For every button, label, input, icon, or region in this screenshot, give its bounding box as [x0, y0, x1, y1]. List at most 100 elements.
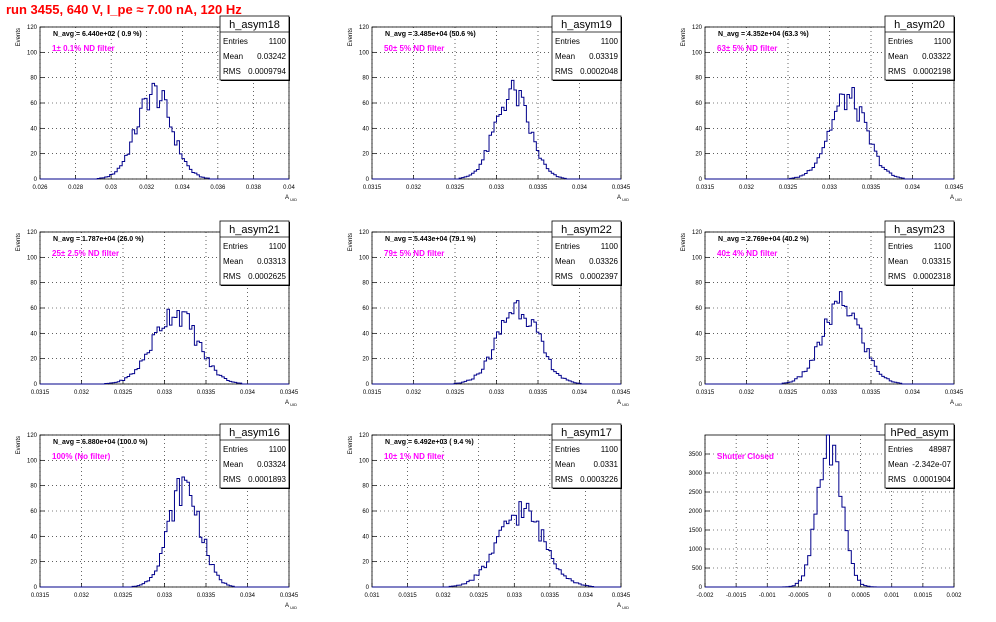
x-tick-label: 0.0005: [851, 593, 870, 599]
x-tick-label: 0.033: [507, 593, 523, 599]
y-tick-label: 0: [699, 382, 703, 388]
y-axis-title: Events: [348, 233, 354, 251]
stats-value: 1100: [601, 37, 619, 46]
y-tick-label: 80: [362, 76, 369, 82]
x-tick-label: 0.033: [822, 390, 838, 396]
stats-label: Mean: [888, 257, 908, 266]
y-tick-label: 60: [362, 101, 369, 107]
stats-value: 0.03315: [922, 257, 951, 266]
stats-label: RMS: [888, 272, 906, 281]
x-tick-label: 0.034: [240, 593, 256, 599]
stats-box: [219, 15, 290, 81]
x-tick-label: 0.034: [175, 185, 191, 191]
stats-box: [219, 220, 290, 286]
y-tick-label: 1000: [689, 547, 703, 553]
y-tick-label: 20: [362, 357, 369, 363]
y-tick-label: 80: [30, 281, 37, 287]
x-tick-label: 0.032: [436, 593, 452, 599]
x-tick-label: 0.0325: [114, 593, 133, 599]
x-tick-label: 0.0325: [470, 593, 489, 599]
y-axis-title: Events: [348, 28, 354, 46]
stats-value: 1100: [269, 242, 287, 251]
filter-annotation: 79± 5% ND filter: [384, 249, 444, 258]
stats-box-title: h_asym21: [229, 224, 280, 236]
histogram-panel-h_asym18: 0.026 0.028 0.03 0.032 0.034 0.036 0.038 0.04 0 2…: [16, 15, 297, 202]
stats-label: RMS: [555, 67, 573, 76]
y-tick-label: 3500: [689, 452, 703, 458]
stats-value: 1100: [601, 445, 619, 454]
y-tick-label: 40: [30, 126, 37, 132]
stats-value: 1100: [934, 242, 952, 251]
x-tick-label: 0.0015: [914, 593, 933, 599]
stats-box: [551, 15, 622, 81]
stats-value: 0.0002048: [580, 67, 618, 76]
stats-value: 0.03322: [922, 52, 951, 61]
y-tick-label: 60: [362, 306, 369, 312]
y-tick-label: 80: [362, 281, 369, 287]
x-tick-label: 0.034: [572, 185, 588, 191]
y-tick-label: 80: [30, 484, 37, 490]
x-tick-label: -0.0005: [788, 593, 809, 599]
x-tick-label: 0.0315: [363, 185, 382, 191]
stats-value: 0.0331: [594, 460, 619, 469]
stats-value: 0.03326: [589, 257, 618, 266]
x-tick-label: 0.0335: [541, 593, 560, 599]
y-tick-label: 100: [692, 50, 703, 56]
stats-label: Mean: [555, 52, 575, 61]
y-tick-label: 120: [359, 25, 370, 31]
stats-value: 0.03313: [257, 257, 286, 266]
x-tick-label: 0.033: [157, 593, 173, 599]
y-tick-label: 100: [359, 255, 370, 261]
stats-value: 0.03324: [257, 460, 286, 469]
plot-frame: [39, 434, 290, 588]
stats-label: Entries: [555, 445, 580, 454]
x-tick-label: 0.034: [578, 593, 594, 599]
y-tick-label: 40: [362, 126, 369, 132]
y-tick-label: 60: [30, 101, 37, 107]
histogram-panel-h_asym22: 0.0315 0.032 0.0325 0.033 0.0335 0.034 0.0345 0…: [348, 220, 631, 407]
stats-label: Entries: [888, 242, 913, 251]
y-tick-label: 120: [692, 25, 703, 31]
y-tick-label: 1500: [689, 528, 703, 534]
y-tick-label: 40: [30, 534, 37, 540]
x-tick-label: 0.036: [210, 185, 226, 191]
x-axis-title: A UID: [950, 195, 962, 202]
y-tick-label: 60: [695, 101, 702, 107]
stats-label: RMS: [223, 272, 241, 281]
histogram-series: [705, 291, 954, 385]
x-axis-title: A UID: [950, 400, 962, 407]
x-tick-label: 0.032: [74, 593, 90, 599]
navg-label: N_avg = 5.443e+04 (79.1 %): [385, 236, 476, 243]
stats-label: Entries: [555, 37, 580, 46]
y-tick-label: 100: [359, 458, 370, 464]
stats-value: 0.0003226: [580, 475, 618, 484]
y-tick-label: 120: [692, 230, 703, 236]
y-tick-label: 0: [34, 177, 38, 183]
x-tick-label: 0.0345: [945, 185, 964, 191]
y-tick-label: 0: [699, 585, 703, 591]
x-tick-label: 0.0345: [945, 390, 964, 396]
y-axis-title: Events: [681, 28, 687, 46]
y-tick-label: 0: [34, 382, 38, 388]
x-tick-label: 0.04: [283, 185, 295, 191]
x-tick-label: 0.0315: [696, 390, 715, 396]
stats-label: RMS: [555, 475, 573, 484]
stats-label: Entries: [223, 445, 248, 454]
y-tick-label: 0: [366, 585, 370, 591]
y-axis-title: Events: [16, 233, 22, 251]
y-tick-label: 100: [692, 255, 703, 261]
stats-label: Mean: [555, 460, 575, 469]
y-tick-label: 2500: [689, 490, 703, 496]
filter-annotation: 40± 4% ND filter: [717, 249, 777, 258]
y-tick-label: 20: [30, 152, 37, 158]
stats-value: 1100: [601, 242, 619, 251]
y-tick-label: 0: [366, 177, 370, 183]
x-tick-label: 0.0345: [280, 390, 299, 396]
stats-box-title: h_asym18: [229, 19, 280, 31]
x-tick-label: 0.0325: [114, 390, 133, 396]
stats-box-title: h_asym20: [894, 19, 945, 31]
histogram-series: [40, 476, 289, 588]
stats-box: [551, 423, 622, 489]
stats-label: RMS: [888, 67, 906, 76]
x-tick-label: 0.026: [32, 185, 48, 191]
